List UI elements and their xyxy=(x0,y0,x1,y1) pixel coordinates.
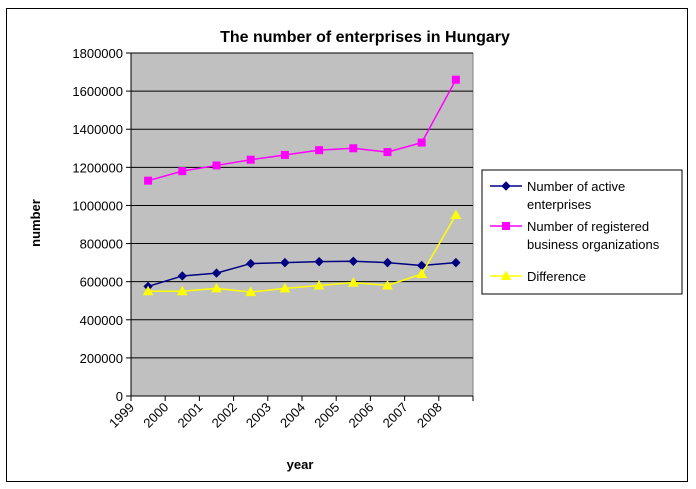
legend-label: Difference xyxy=(527,269,586,284)
plot-area xyxy=(130,52,474,397)
data-point xyxy=(176,285,188,296)
x-tick-label: 1999 xyxy=(106,400,137,431)
y-tick-label: 0 xyxy=(116,389,123,404)
legend-label: enterprises xyxy=(527,197,592,212)
y-tick-labels: 0 200000 400000 600000 800000 1000000 1200000 1… xyxy=(72,46,123,404)
data-point xyxy=(315,146,324,155)
y-tick-label: 400000 xyxy=(80,313,123,328)
legend-label: business organizations xyxy=(527,237,660,252)
series-line xyxy=(148,214,457,293)
legend-marker xyxy=(500,270,512,280)
x-tick-label: 2004 xyxy=(277,400,308,431)
data-point xyxy=(212,161,221,170)
data-point xyxy=(279,282,291,293)
data-point xyxy=(280,257,290,268)
x-tick-labels: 1999 2000 2001 2002 2003 2004 2005 2006 2007 2008 xyxy=(106,400,445,431)
x-tick-label: 2003 xyxy=(243,400,274,431)
data-point xyxy=(211,282,222,293)
data-point xyxy=(280,150,289,159)
data-point xyxy=(349,144,358,153)
x-tick-label: 2001 xyxy=(174,400,205,431)
data-point xyxy=(382,279,393,290)
y-tick-label: 800000 xyxy=(80,237,123,252)
data-point xyxy=(382,257,393,268)
data-point xyxy=(347,277,359,287)
legend-marker xyxy=(502,222,510,230)
series-line xyxy=(147,260,456,288)
x-tick-label: 2000 xyxy=(140,400,171,431)
data-point xyxy=(451,257,461,268)
data-point xyxy=(451,75,460,84)
gridlines xyxy=(131,52,473,359)
x-tick-label: 2008 xyxy=(414,400,445,431)
data-point xyxy=(245,258,256,269)
legend-label: Number of active xyxy=(527,179,625,194)
x-axis-title: year xyxy=(287,457,314,472)
data-point xyxy=(177,271,188,281)
legend-label: Number of registered xyxy=(527,219,649,234)
data-point xyxy=(416,268,428,279)
x-tick-label: 2002 xyxy=(209,400,240,431)
series-2 xyxy=(144,75,460,185)
y-tick-label: 200000 xyxy=(80,351,123,366)
y-tick-label: 1600000 xyxy=(72,84,123,99)
data-point xyxy=(314,256,324,267)
data-point xyxy=(348,256,359,266)
y-tick-label: 1200000 xyxy=(72,160,123,175)
data-point xyxy=(211,268,222,278)
y-tick-label: 1000000 xyxy=(72,198,123,213)
data-point xyxy=(417,138,426,147)
x-tick-label: 2005 xyxy=(311,400,342,431)
legend-marker xyxy=(501,181,511,191)
legend-box xyxy=(481,169,683,295)
data-point xyxy=(246,155,255,164)
legend-entry: Number of registered business organizatio… xyxy=(490,219,660,252)
legend-entry: Difference xyxy=(490,269,586,284)
axes xyxy=(126,52,474,401)
x-tick-label: 2007 xyxy=(380,400,411,431)
data-point xyxy=(144,176,153,185)
legend: Number of active enterprises Number of reg… xyxy=(481,169,683,295)
data-point xyxy=(313,279,325,290)
y-tick-label: 1400000 xyxy=(72,122,123,137)
y-axis-title: number xyxy=(28,199,43,247)
chart-title: The number of enterprises in Hungary xyxy=(220,29,510,46)
data-point xyxy=(142,285,154,296)
data-point xyxy=(383,148,392,157)
series-group xyxy=(142,75,462,297)
data-point xyxy=(178,167,187,176)
x-tick-label: 2006 xyxy=(345,400,376,431)
data-point xyxy=(450,209,462,219)
y-tick-label: 1800000 xyxy=(72,46,123,61)
series-1 xyxy=(143,256,461,292)
series-line xyxy=(147,79,457,182)
data-point xyxy=(245,286,257,297)
y-tick-label: 600000 xyxy=(80,275,123,290)
series-3 xyxy=(142,209,462,297)
legend-entry: Number of active enterprises xyxy=(490,179,625,212)
